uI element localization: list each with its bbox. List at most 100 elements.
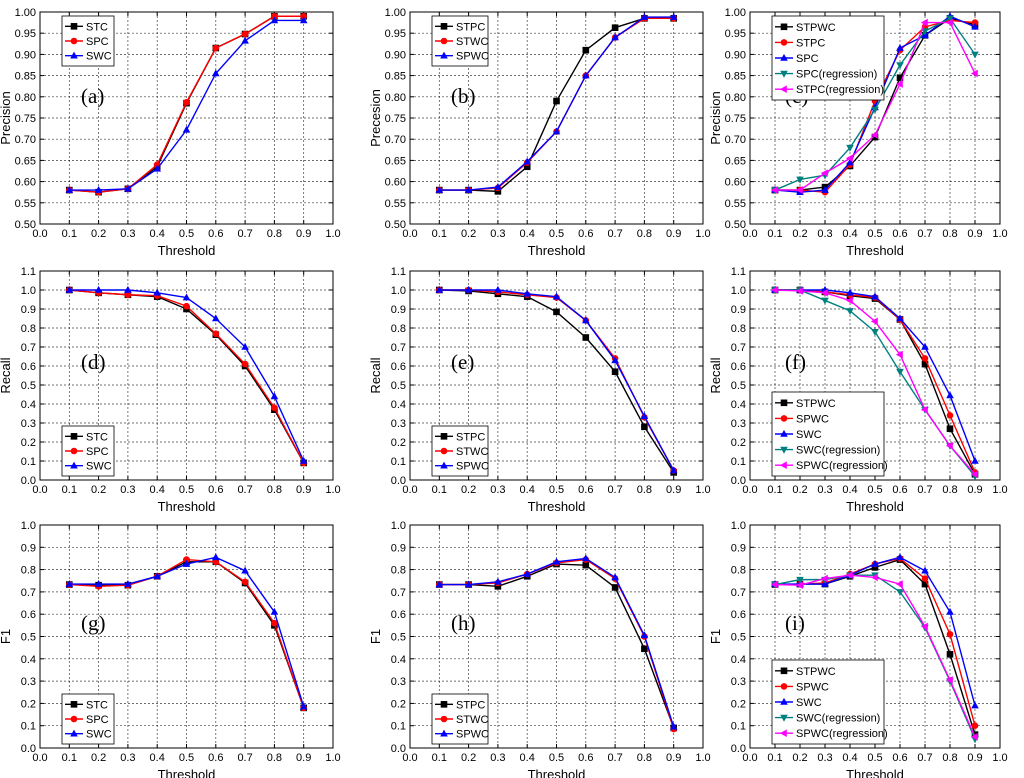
legend: STPWC SPWC SWC SWC(regression) SPWC(regressi… xyxy=(771,659,888,745)
data-point xyxy=(611,584,619,591)
data-point xyxy=(820,169,828,177)
data-point xyxy=(611,356,619,364)
data-point xyxy=(896,314,904,322)
x-tick-label: 0.5 xyxy=(179,484,194,496)
data-point xyxy=(870,317,878,326)
x-tick-label: 0.2 xyxy=(792,484,807,496)
y-tick-label: 0.4 xyxy=(391,399,406,411)
y-tick-label: 1.0 xyxy=(391,285,406,297)
legend: STPWC STPC SPC SPC(regression) STPC(regressi… xyxy=(771,15,885,101)
legend-marker xyxy=(440,715,448,723)
chart-panel: 0.0 0.1 0.2 0.3 0.4 0.5 0.6 0.7 0.8 0.9 1.0 0.0 0.1 0… xyxy=(368,266,711,514)
y-tick-label: 0.7 xyxy=(731,342,746,354)
legend: STPC STWC SPWC xyxy=(431,425,489,477)
x-tick-label: 0.5 xyxy=(867,228,882,240)
x-axis-label: Threshold xyxy=(158,243,216,258)
x-tick-label: 0.4 xyxy=(842,228,857,240)
data-point xyxy=(921,580,929,588)
y-tick-label: 0.7 xyxy=(731,587,746,599)
data-point xyxy=(895,350,903,359)
data-point xyxy=(921,360,929,368)
x-tick-label: 0.3 xyxy=(120,752,135,764)
data-point xyxy=(182,125,191,133)
y-tick-label: 0.2 xyxy=(391,698,406,710)
x-tick-label: 0.7 xyxy=(237,484,252,496)
legend-label: STC xyxy=(86,431,108,443)
data-point xyxy=(896,589,904,596)
x-tick-label: 0.0 xyxy=(32,484,47,496)
x-tick-label: 0.4 xyxy=(150,484,165,496)
data-point xyxy=(212,558,220,566)
y-tick-label: 0.6 xyxy=(21,609,36,621)
y-tick-label: 0.55 xyxy=(15,198,36,210)
x-tick-label: 0.7 xyxy=(237,752,252,764)
legend-marker xyxy=(780,697,788,705)
y-tick-label: 0.75 xyxy=(15,113,36,125)
data-point xyxy=(770,186,778,194)
legend-marker xyxy=(70,729,78,737)
legend-label: STWC xyxy=(456,446,488,458)
legend-marker xyxy=(70,715,78,723)
x-tick-label: 0.5 xyxy=(179,752,194,764)
data-point xyxy=(820,289,828,297)
legend-marker xyxy=(779,85,787,93)
data-point xyxy=(669,466,678,474)
x-tick-label: 0.1 xyxy=(432,752,447,764)
x-tick-label: 1.0 xyxy=(695,752,710,764)
data-point xyxy=(846,288,854,296)
y-tick-label: 0.0 xyxy=(731,475,746,487)
data-point xyxy=(94,579,103,587)
legend: STPWC SPWC SWC SWC(regression) SPWC(regressi… xyxy=(771,391,888,477)
x-tick-label: 1.0 xyxy=(992,484,1007,496)
data-point xyxy=(970,470,978,479)
data-point xyxy=(270,392,279,400)
data-point xyxy=(846,308,854,315)
legend: STC SPC SWC xyxy=(61,693,115,745)
legend-marker xyxy=(70,433,78,440)
x-tick-label: 0.4 xyxy=(520,752,535,764)
y-tick-label: 1.1 xyxy=(391,266,406,278)
legend-label: STPC xyxy=(456,431,485,443)
x-tick-label: 0.2 xyxy=(792,752,807,764)
x-tick-label: 0.8 xyxy=(637,228,652,240)
x-axis-label: Threshold xyxy=(846,243,904,258)
legend-marker xyxy=(780,53,788,61)
data-point xyxy=(582,561,590,569)
y-tick-label: 0.95 xyxy=(725,28,746,40)
data-point xyxy=(523,163,531,171)
data-point xyxy=(845,571,853,579)
legend-marker xyxy=(70,37,78,45)
data-point xyxy=(946,391,954,399)
x-tick-label: 0.4 xyxy=(842,484,857,496)
data-point xyxy=(183,302,190,310)
legend-label: SWC xyxy=(86,729,112,741)
data-point xyxy=(299,456,308,464)
y-tick-label: 0.9 xyxy=(391,542,406,554)
data-point xyxy=(271,404,278,412)
data-point xyxy=(241,360,249,368)
legend-label: SPC(regression) xyxy=(796,69,877,81)
x-axis-label: Threshold xyxy=(528,243,586,258)
data-point xyxy=(435,285,444,293)
y-tick-label: 0.9 xyxy=(731,304,746,316)
x-tick-label: 0.0 xyxy=(32,752,47,764)
y-tick-label: 0.2 xyxy=(391,437,406,449)
legend-marker xyxy=(780,683,788,690)
chart-panel: 0.0 0.1 0.2 0.3 0.4 0.5 0.6 0.7 0.8 0.9 1.0 0.0 0.1 0… xyxy=(0,266,341,514)
x-tick-label: 0.7 xyxy=(917,484,932,496)
y-tick-label: 1.0 xyxy=(731,285,746,297)
y-tick-label: 0.5 xyxy=(731,632,746,644)
data-point xyxy=(946,630,954,638)
data-point xyxy=(553,308,560,316)
data-point xyxy=(582,46,590,54)
y-axis-label: Precision xyxy=(0,91,13,144)
data-point xyxy=(241,30,249,38)
y-tick-label: 0.7 xyxy=(21,342,36,354)
legend-marker xyxy=(440,51,448,59)
y-tick-label: 0.70 xyxy=(725,134,746,146)
chart-panel: 0.0 0.1 0.2 0.3 0.4 0.5 0.6 0.7 0.8 0.9 1.0 0.0 0.1 0… xyxy=(708,266,1008,514)
data-point xyxy=(435,580,444,588)
data-point xyxy=(212,314,220,322)
x-tick-label: 0.3 xyxy=(817,752,832,764)
legend: STC SPC SWC xyxy=(61,425,115,477)
